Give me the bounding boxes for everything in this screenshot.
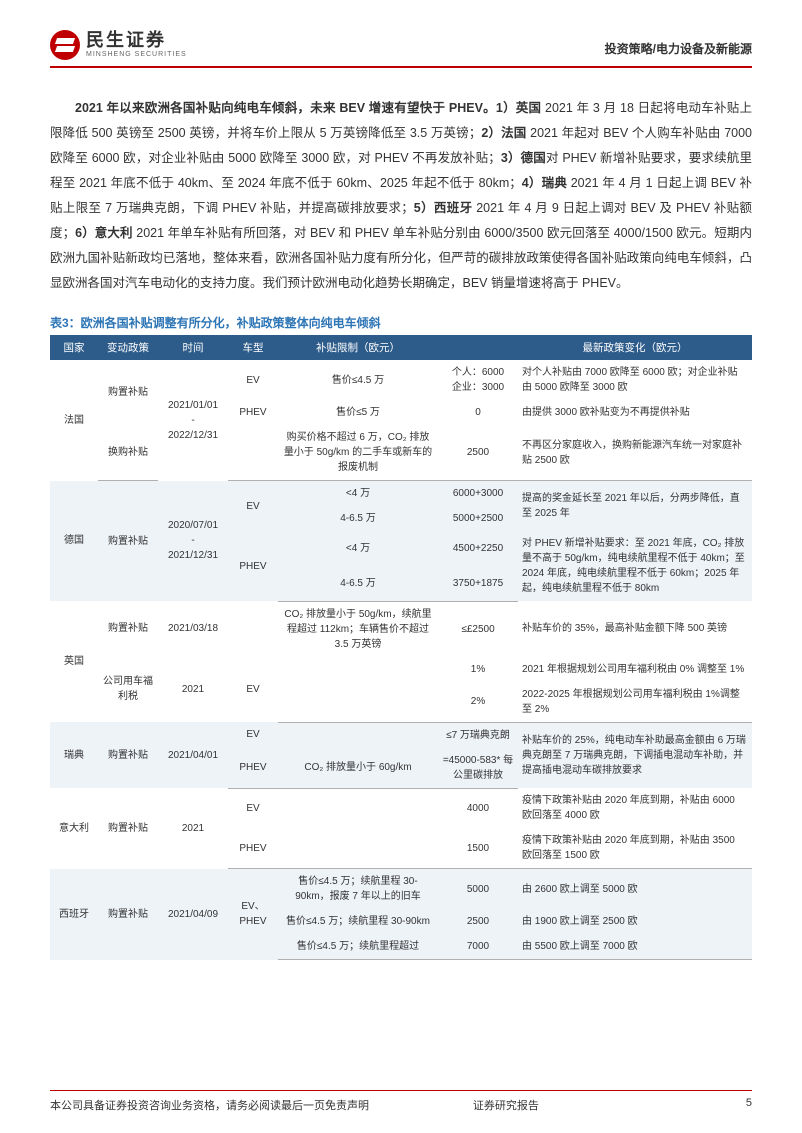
logo-text-en: MINSHENG SECURITIES [86,51,187,59]
cell-policy: 购置补贴 [98,360,158,425]
table-row: 公司用车福利税 2021 EV 1% 2021 年根据规划公司用车福利税由 0%… [50,657,752,682]
cell-country: 法国 [50,360,98,481]
th-change: 最新政策变化（欧元） [518,335,752,360]
table-row: 英国 购置补贴 2021/03/18 CO₂ 排放量小于 50g/km，续航里程… [50,601,752,657]
th-policy: 变动政策 [98,335,158,360]
cell-limit: 售价≤4.5 万 [278,360,438,400]
cell-desc: 对个人补贴由 7000 欧降至 6000 欧；对企业补贴由 5000 欧降至 3… [518,360,752,400]
logo-block: 民生证券 MINSHENG SECURITIES [50,30,187,60]
table-row: 德国 购置补贴 2020/07/01 - 2021/12/31 EV <4 万 … [50,481,752,507]
page-number: 5 [746,1097,752,1113]
th-type: 车型 [228,335,278,360]
page-footer: 本公司具备证券投资咨询业务资格，请务必阅读最后一页免责声明 证券研究报告 5 [50,1090,752,1113]
cell-amt: 个人：6000 企业：3000 [438,360,518,400]
th-blank [438,335,518,360]
table-header-row: 国家 变动政策 时间 车型 补贴限制（欧元） 最新政策变化（欧元） [50,335,752,360]
table-row: 西班牙 购置补贴 2021/04/09 EV、PHEV 售价≤4.5 万；续航里… [50,869,752,910]
main-paragraph: 2021 年以来欧洲各国补贴向纯电车倾斜，未来 BEV 增速有望快于 PHEV。… [50,96,752,296]
table-row: 瑞典 购置补贴 2021/04/01 EV ≤7 万瑞典克朗 补贴车价的 25%… [50,722,752,748]
cell-type: EV [228,360,278,400]
subsidy-table: 国家 变动政策 时间 车型 补贴限制（欧元） 最新政策变化（欧元） 法国 购置补… [50,335,752,960]
logo-text-cn: 民生证券 [86,31,187,51]
logo-icon [50,30,80,60]
para-lead: 2021 年以来欧洲各国补贴向纯电车倾斜，未来 BEV 增速有望快于 PHEV。… [75,101,541,115]
page-header: 民生证券 MINSHENG SECURITIES 投资策略/电力设备及新能源 [50,30,752,68]
th-time: 时间 [158,335,228,360]
table-caption: 表3：欧洲各国补贴调整有所分化，补贴政策整体向纯电车倾斜 [50,314,752,331]
header-category: 投资策略/电力设备及新能源 [605,30,752,57]
table-row: 意大利 购置补贴 2021 EV 4000 疫情下政策补贴由 2020 年底到期… [50,788,752,828]
th-limit: 补贴限制（欧元） [278,335,438,360]
cell-time: 2021/01/01 - 2022/12/31 [158,360,228,481]
table-row: 换购补贴 购买价格不超过 6 万，CO₂ 排放量小于 50g/km 的二手车或新… [50,425,752,481]
th-country: 国家 [50,335,98,360]
table-row: 法国 购置补贴 2021/01/01 - 2022/12/31 EV 售价≤4.… [50,360,752,400]
footer-disclaimer: 本公司具备证券投资咨询业务资格，请务必阅读最后一页免责声明 证券研究报告 [50,1097,539,1113]
